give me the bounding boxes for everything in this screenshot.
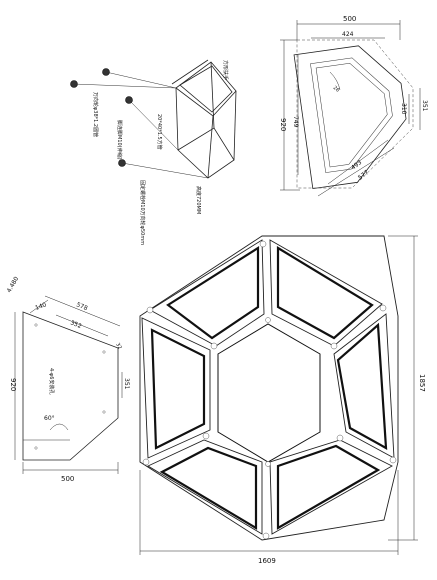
angle-60: 60° <box>44 415 55 422</box>
single-table-view: 60° 4-φ6安装孔 4.480 140 578 352 32 920 351… <box>6 275 130 483</box>
table-left <box>141 317 211 459</box>
mounting-note: 4-φ6安装孔 <box>48 368 55 394</box>
dim-578: 578 <box>75 301 88 312</box>
callout-bolt: 固定螺栓M10万向轮φ50mm <box>139 180 146 245</box>
dim-920: 920 <box>9 378 17 391</box>
dim-32: 32 <box>114 342 122 351</box>
dim-corner: 4.480 <box>6 275 21 294</box>
dim-assembly-width: 1609 <box>258 557 276 565</box>
top-view-trapezoid: 500 424 920 749 351 310 577 493 26 <box>279 15 428 197</box>
table-bottom-right <box>269 439 393 535</box>
dim-140: 140 <box>34 301 47 312</box>
angle-note: 26 <box>332 85 341 94</box>
dim-bottom-outer: 577 <box>357 169 370 182</box>
callout-caster: 万向轮φ38*1.2圆管 <box>92 92 99 137</box>
callout-tube: 20*40*1.5方管 <box>156 114 163 150</box>
dim-bottom-inner: 493 <box>350 159 363 172</box>
dim-352: 352 <box>69 319 82 330</box>
hexagon-assembly: 1857 1609 <box>139 235 426 565</box>
callout-height: 高度720MM <box>195 186 202 214</box>
frame-3d-view: 万向轮φ38*1.2圆管 20*40*1.5方管 方形扶手 脚连脚M10(伸缩)… <box>70 59 237 245</box>
dim-left-inner: 749 <box>292 116 299 128</box>
dim-top-inner: 424 <box>342 31 354 38</box>
dim-left-outer: 920 <box>279 118 287 131</box>
dim-assembly-height: 1857 <box>418 374 426 392</box>
callout-top: 方形扶手 <box>222 60 229 80</box>
callout-leg: 脚连脚M10(伸缩) <box>116 120 123 160</box>
dim-right-outer: 351 <box>421 100 428 112</box>
dim-500: 500 <box>61 475 74 483</box>
dim-right-inner: 310 <box>400 103 407 115</box>
dim-top-outer: 500 <box>343 15 356 23</box>
dim-351: 351 <box>123 378 130 390</box>
